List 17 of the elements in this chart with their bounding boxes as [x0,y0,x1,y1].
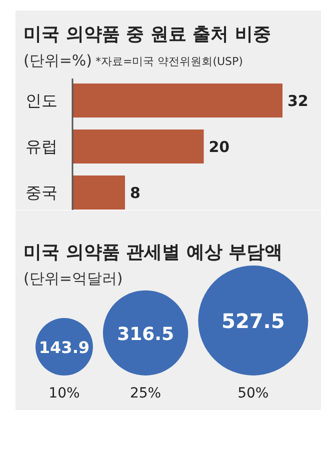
text: *자료=미국 약전위원회(USP) [96,55,243,68]
data-label: 20 [208,138,230,156]
category-label: 50% [238,386,269,402]
category-label: 25% [130,386,162,402]
y-tick-label: 중국 [26,183,58,202]
data-label: 8 [130,184,140,202]
y-tick-label: 유럽 [26,137,58,156]
data-label: 143.9 [38,338,90,357]
data-label: 32 [288,92,308,110]
y-tick-label: 인도 [26,91,58,110]
data-label: 316.5 [117,324,174,345]
text: 미국 의약품 관세별 예상 부담액 [24,242,283,263]
chart-title: 미국 의약품 중 원료 출처 비중 [24,24,271,45]
chart-subtitle: (단위=%) [24,52,92,70]
data-label: 527.5 [222,309,285,333]
category-label: 10% [48,386,80,402]
text: (단위=억달러) [24,270,123,288]
